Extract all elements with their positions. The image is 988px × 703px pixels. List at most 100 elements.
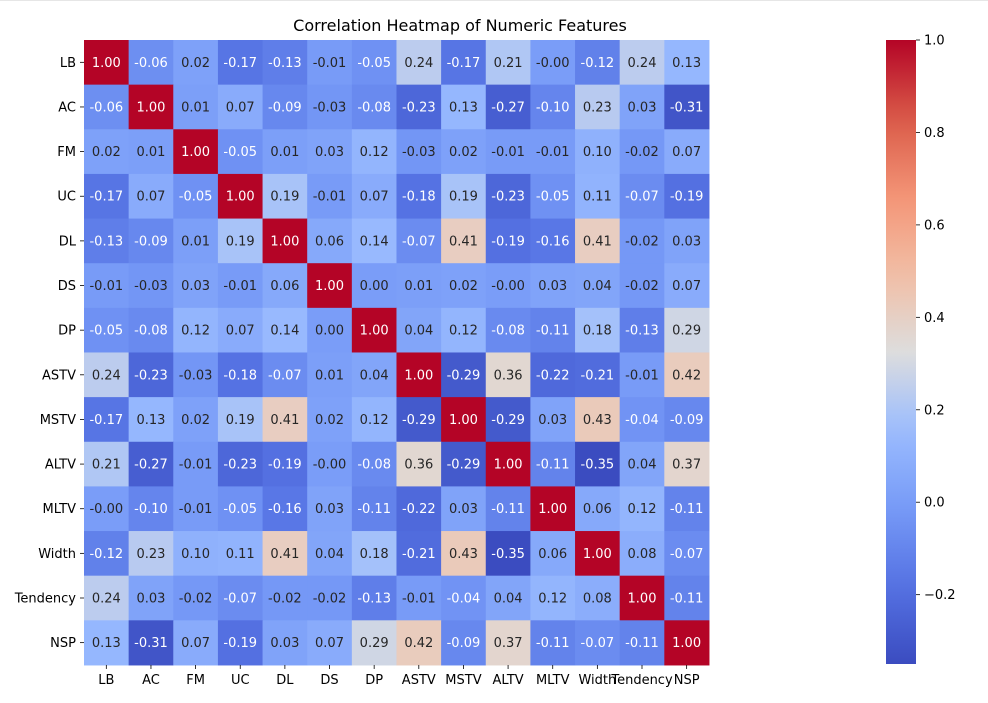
heatmap-cell-FM-FM <box>173 129 219 175</box>
cell-value-label: -0.00 <box>89 502 123 517</box>
heatmap-cell-Tendency-NSP <box>664 575 710 621</box>
heatmap-cell-DL-LB <box>84 218 130 264</box>
y-tick-label: UC <box>57 190 76 205</box>
heatmap-cell-Width-MLTV <box>530 531 576 577</box>
heatmap-cell-DP-FM <box>173 307 219 353</box>
colorbar-tick-label: 0.6 <box>924 218 945 233</box>
cell-value-label: 0.14 <box>270 324 299 339</box>
heatmap-cell-Tendency-Width <box>575 575 621 621</box>
cell-value-label: -0.09 <box>268 100 302 115</box>
heatmap-cell-DL-NSP <box>664 218 710 264</box>
heatmap-cell-NSP-ASTV <box>396 620 442 666</box>
heatmap-cell-Width-DL <box>262 531 308 577</box>
heatmap-cell-MLTV-ALTV <box>485 486 531 532</box>
cell-value-label: 0.07 <box>672 279 701 294</box>
y-tick-label: ALTV <box>45 458 76 473</box>
heatmap-cell-LB-MLTV <box>530 40 576 86</box>
heatmap-cell-UC-ALTV <box>485 173 531 220</box>
cell-value-label: -0.06 <box>89 100 123 115</box>
cell-value-label: -0.00 <box>491 279 525 294</box>
heatmap-cell-UC-ASTV <box>396 173 442 220</box>
heatmap-cell-LB-FM <box>173 40 219 86</box>
cell-value-label: -0.01 <box>89 279 123 294</box>
cell-value-label: 0.10 <box>181 547 210 562</box>
heatmap-cell-DP-Tendency <box>619 307 665 353</box>
heatmap-cell-UC-DS <box>307 173 353 220</box>
heatmap-cell-FM-MLTV <box>530 129 576 175</box>
cell-value-label: -0.01 <box>625 368 659 383</box>
heatmap-cell-NSP-DP <box>351 620 397 666</box>
heatmap-cell-DS-DL <box>262 263 308 309</box>
heatmap-cell-DP-UC <box>217 307 264 353</box>
cell-value-label: 0.19 <box>270 190 299 205</box>
heatmap-cell-ALTV-DS <box>307 441 353 487</box>
cell-value-label: -0.31 <box>670 100 704 115</box>
cell-value-label: -0.05 <box>357 56 391 71</box>
heatmap-cell-FM-DP <box>351 129 397 175</box>
heatmap-cell-Tendency-UC <box>217 575 264 621</box>
heatmap-cell-UC-Tendency <box>619 173 665 220</box>
cell-value-label: 0.12 <box>538 592 567 607</box>
cell-value-label: -0.11 <box>670 592 704 607</box>
cell-value-label: 0.07 <box>136 190 165 205</box>
heatmap-cell-Tendency-MSTV <box>441 575 487 621</box>
cell-value-label: 0.03 <box>270 636 299 651</box>
heatmap-cell-ALTV-MSTV <box>441 441 487 487</box>
cell-value-label: -0.07 <box>402 234 436 249</box>
cell-value-label: -0.11 <box>536 324 570 339</box>
cell-value-label: 0.12 <box>628 502 657 517</box>
cell-value-label: -0.03 <box>134 279 168 294</box>
heatmap-cell-AC-AC <box>128 84 174 130</box>
colorbar-tick-label: 0.2 <box>924 403 945 418</box>
cell-value-label: -0.29 <box>447 458 481 473</box>
heatmap-cell-LB-ASTV <box>396 40 442 86</box>
heatmap-cell-Tendency-ALTV <box>485 575 531 621</box>
cell-value-label: -0.04 <box>625 413 659 428</box>
heatmap-cell-DP-NSP <box>664 307 710 353</box>
heatmap-cell-ALTV-DL <box>262 441 308 487</box>
heatmap-cell-ASTV-Width <box>575 352 621 398</box>
heatmap-cell-ALTV-ALTV <box>485 441 531 487</box>
cell-value-label: 0.03 <box>315 502 344 517</box>
cell-value-label: 0.06 <box>315 234 344 249</box>
cell-value-label: 0.13 <box>449 100 478 115</box>
heatmap-cell-DL-MLTV <box>530 218 576 264</box>
cell-value-label: -0.01 <box>402 592 436 607</box>
heatmap-cell-MSTV-ASTV <box>396 397 442 443</box>
heatmap-cell-DS-FM <box>173 263 219 309</box>
heatmap-cell-MSTV-NSP <box>664 397 710 443</box>
cell-value-label: 0.23 <box>136 547 165 562</box>
heatmap-cell-NSP-Width <box>575 620 621 666</box>
cell-value-label: -0.08 <box>491 324 525 339</box>
cell-value-label: -0.01 <box>536 145 570 160</box>
cell-value-label: -0.13 <box>268 56 302 71</box>
y-tick-label: MSTV <box>40 413 76 428</box>
heatmap-cell-MSTV-DS <box>307 397 353 443</box>
heatmap-cell-Tendency-DP <box>351 575 397 621</box>
cell-value-label: 0.13 <box>672 56 701 71</box>
heatmap-cell-ALTV-AC <box>128 441 174 487</box>
heatmap-cell-ASTV-LB <box>84 352 130 398</box>
cell-value-label: 0.13 <box>136 413 165 428</box>
heatmap-cell-Tendency-MLTV <box>530 575 576 621</box>
heatmap-cell-DL-DL <box>262 218 308 264</box>
cell-value-label: 0.02 <box>181 413 210 428</box>
heatmap-cell-FM-NSP <box>664 129 710 175</box>
heatmap-cell-ASTV-MLTV <box>530 352 576 398</box>
heatmap-cell-DS-ASTV <box>396 263 442 309</box>
cell-value-label: 0.07 <box>226 100 255 115</box>
cell-value-label: -0.11 <box>357 502 391 517</box>
heatmap-cell-Width-ALTV <box>485 531 531 577</box>
heatmap-cell-Width-ASTV <box>396 531 442 577</box>
cell-value-label: -0.11 <box>625 636 659 651</box>
cell-value-label: 0.03 <box>449 502 478 517</box>
heatmap-cell-MLTV-Tendency <box>619 486 665 532</box>
heatmap-cell-Width-AC <box>128 531 174 577</box>
cell-value-label: -0.16 <box>536 234 570 249</box>
cell-value-label: 1.00 <box>538 502 567 517</box>
cell-value-label: -0.29 <box>402 413 436 428</box>
cell-value-label: -0.01 <box>491 145 525 160</box>
cell-value-label: 0.03 <box>538 413 567 428</box>
